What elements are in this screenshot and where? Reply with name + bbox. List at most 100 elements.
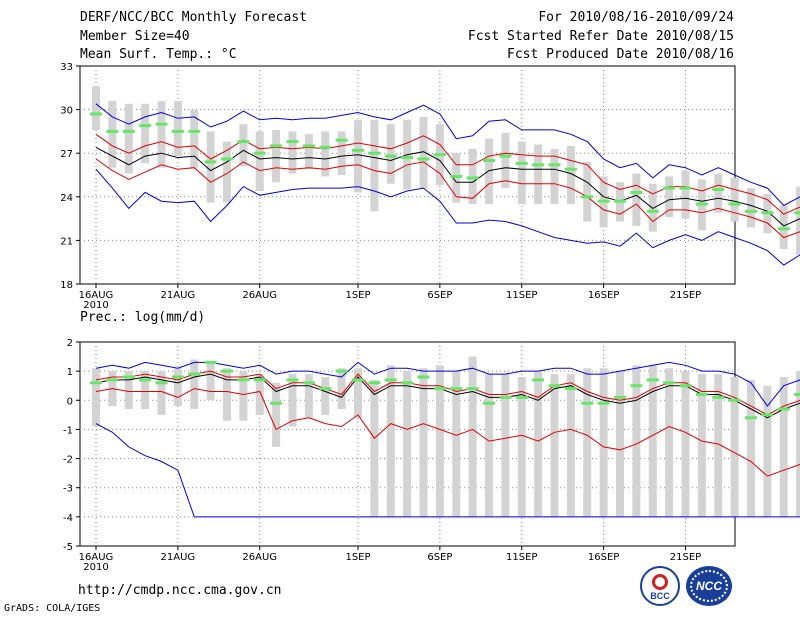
temperature-observed-mark [368,151,381,155]
temperature-observed-mark [548,163,561,167]
precip-title: Prec.: log(mm/d) [80,310,206,325]
precipitation-range-box [501,374,510,517]
temperature-range-box [321,131,330,177]
precipitation-range-box [386,365,395,517]
precipitation-ytick-label: 1 [67,367,73,378]
cmdp-url[interactable]: http://cmdp.ncc.cma.gov.cn [78,583,282,598]
precipitation-observed-mark [515,395,528,399]
temperature-range-box [747,188,755,228]
precipitation-range-box [681,371,690,517]
ncc-logo: NCC [686,566,732,606]
precipitation-observed-mark [761,413,774,417]
temperature-range-box [796,186,800,255]
temperature-observed-mark [90,112,102,116]
bcc-logo-text: BCC [650,591,670,601]
precipitation-range-box [534,371,543,517]
temperature-ytick-label: 21 [60,236,73,247]
temperature-observed-mark [515,161,528,165]
precipitation-range-box [272,382,281,447]
temperature-range-box [419,116,428,189]
precipitation-observed-mark [401,381,414,385]
forecast-period: For 2010/08/16-2010/09/24 [538,10,734,25]
precipitation-range-box [697,374,706,517]
temperature-range-box [517,141,526,205]
temperature-observed-mark [483,158,495,162]
temperature-range-box [566,145,575,205]
precipitation-observed-mark [663,381,676,385]
precipitation-xtick-label: 16SEP [588,552,619,563]
temperature-observed-mark [663,186,676,190]
temperature-range-box [337,131,346,175]
temperature-observed-mark [614,199,626,203]
temperature-range-box [272,129,281,183]
precipitation-observed-mark [106,378,119,382]
precipitation-range-box [403,371,412,517]
precipitation-range-box [124,371,133,410]
temperature-observed-mark [466,176,479,180]
precipitation-observed-mark [417,375,430,379]
precipitation-xtick-label: 21SEP [670,552,701,563]
temperature-observed-mark [286,140,299,144]
precipitation-observed-mark [122,375,135,379]
precipitation-observed-mark [237,378,250,382]
precipitation-observed-mark [352,378,364,382]
temperature-observed-mark [335,138,348,142]
precipitation-observed-mark [270,401,283,405]
temperature-observed-mark [532,163,545,167]
precipitation-observed-mark [335,369,348,373]
temperature-range-box [190,109,199,168]
precipitation-observed-mark [433,387,446,391]
forecast-title: DERF/NCC/BCC Monthly Forecast [80,10,307,25]
precipitation-observed-mark [302,381,315,385]
temperature-observed-mark [171,129,184,133]
temperature-observed-mark [499,154,512,158]
precipitation-observed-mark [679,384,692,388]
temperature-range-box [354,119,362,193]
temperature-range-box [632,173,641,226]
precipitation-observed-mark [286,378,299,382]
precipitation-observed-mark [368,381,381,385]
temperature-range-box [550,148,559,205]
precipitation-observed-mark [777,407,790,411]
temperature-range-box [157,100,166,168]
precipitation-xtick-label: 26AUG [242,552,277,563]
precipitation-observed-mark [564,387,577,391]
precipitation-range-box [714,374,723,517]
temperature-observed-mark [581,195,594,199]
temperature-range-box [223,141,231,203]
grads-credit: GrADS: COLA/IGES [4,603,101,614]
precipitation-range-box [304,374,313,418]
precipitation-observed-mark [581,401,594,405]
temperature-range-box [304,134,313,170]
temperature-observed-mark [302,144,315,148]
temperature-observed-mark [417,157,430,161]
precipitation-range-box [566,374,575,517]
precipitation-range-box [223,368,231,421]
variable-label: Mean Surf. Temp.: °C [80,47,237,62]
temperature-observed-mark [221,157,233,161]
precipitation-minus-std-line [95,388,800,477]
temperature-range-box [173,100,182,157]
temperature-observed-mark [630,190,643,194]
temperature-max-line [95,103,800,207]
precipitation-range-box [583,368,592,517]
precipitation-range-box [599,368,608,517]
precipitation-range-box [730,376,739,517]
temperature-observed-mark [352,148,364,152]
precipitation-range-box [796,371,800,517]
temperature-observed-mark [384,154,397,158]
precipitation-range-box [517,376,526,517]
precipitation-ytick-label: -2 [63,455,73,466]
temperature-observed-mark [450,174,463,178]
temperature-observed-mark [253,151,266,155]
refer-date: Fcst Started Refer Date 2010/08/15 [467,29,734,44]
precipitation-range-box [92,368,100,427]
precipitation-range-box [616,371,624,517]
precipitation-observed-mark [466,387,479,391]
precipitation-observed-mark [155,381,168,385]
temperature-ytick-label: 24 [60,193,73,204]
precipitation-range-box [370,379,379,517]
